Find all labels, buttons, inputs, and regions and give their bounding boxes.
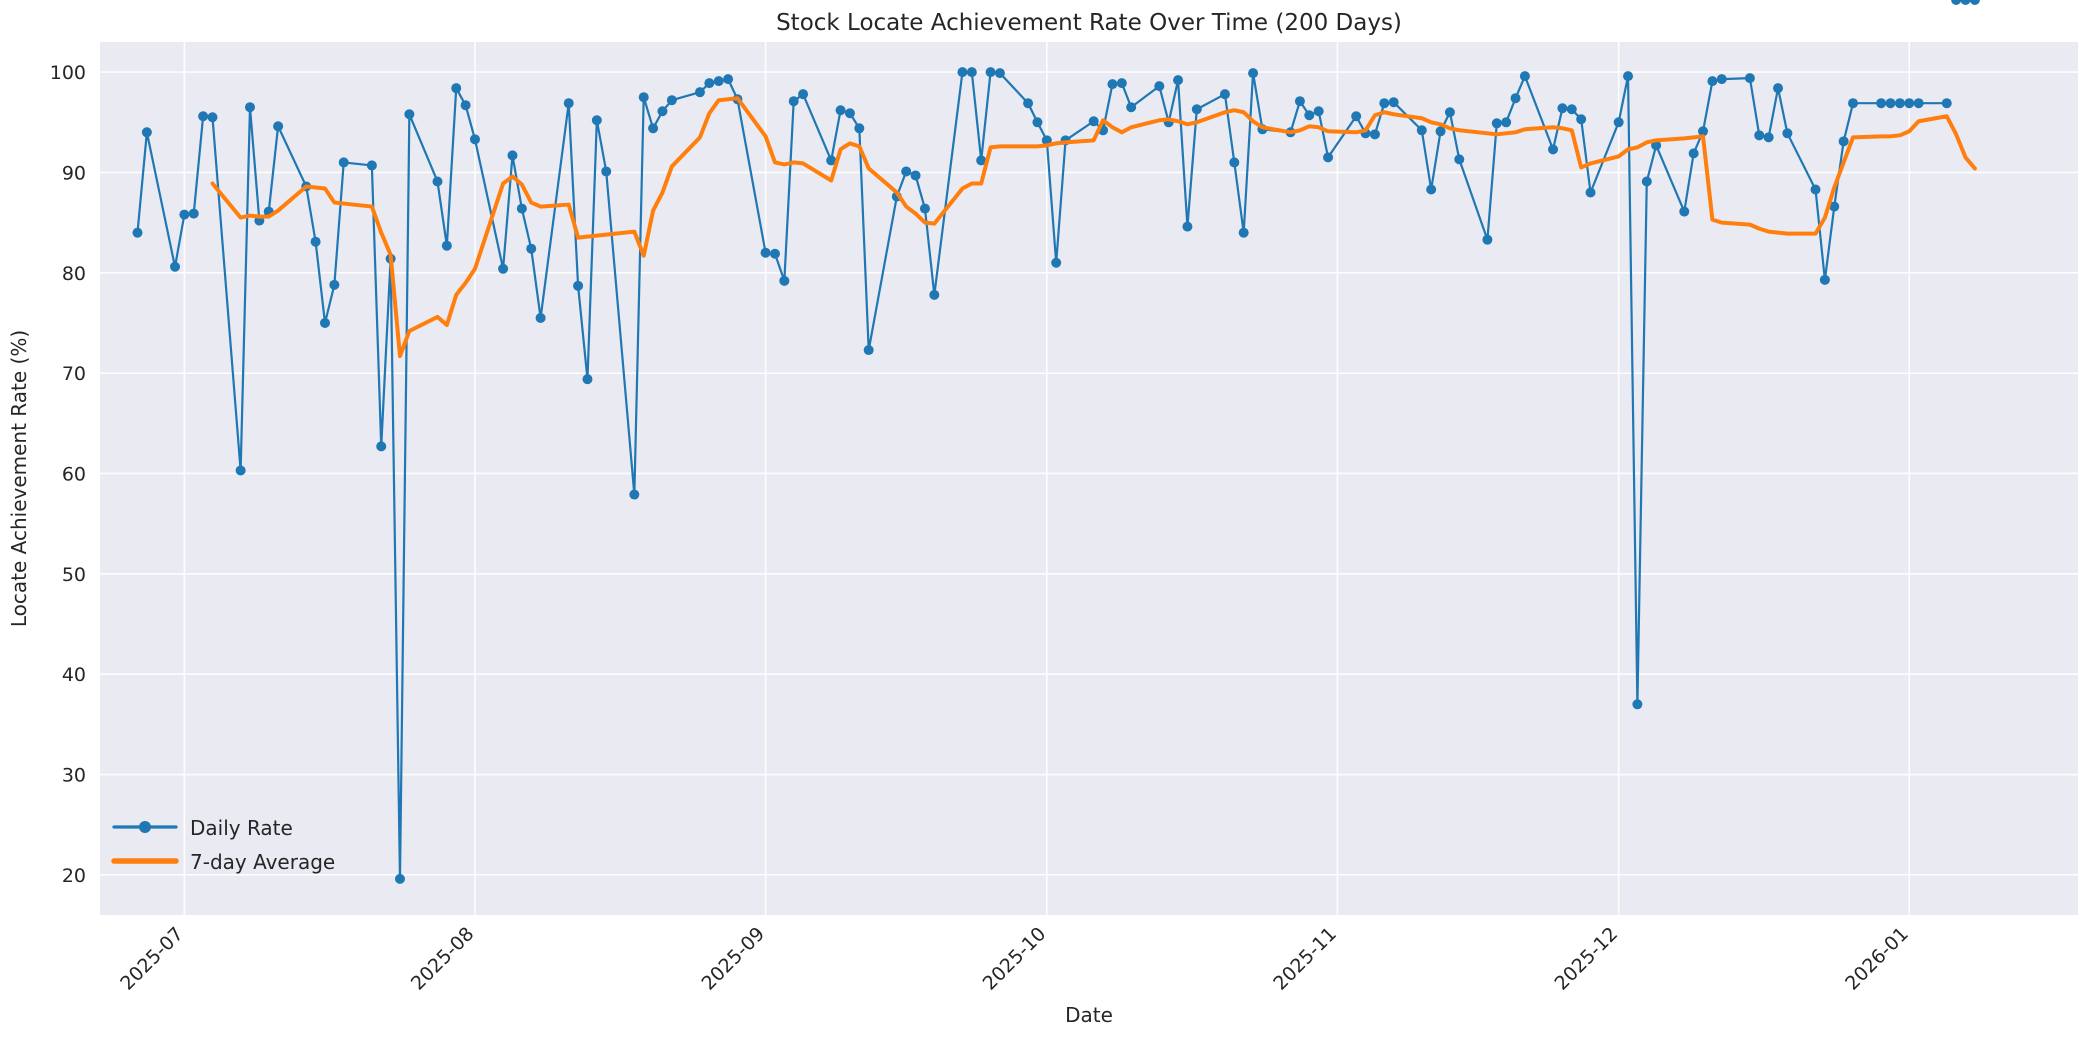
chart-legend[interactable]: Daily Rate 7-day Average <box>111 816 335 874</box>
y-tick-label: 100 <box>50 62 86 84</box>
y-tick-label: 50 <box>62 564 86 586</box>
y-tick-label: 80 <box>62 263 86 285</box>
y-tick-label: 30 <box>62 765 86 787</box>
legend-item-seven-day-average[interactable]: 7-day Average <box>111 850 335 874</box>
gridlines <box>100 42 2078 915</box>
y-tick-label: 70 <box>62 363 86 385</box>
legend-item-daily-rate[interactable]: Daily Rate <box>112 816 293 840</box>
chart-title: Stock Locate Achievement Rate Over Time … <box>776 10 1402 36</box>
data-series-layer <box>132 0 1980 884</box>
y-tick-label: 60 <box>62 463 86 485</box>
legend-label: 7-day Average <box>190 850 335 874</box>
series-daily-rate <box>132 0 1980 884</box>
y-tick-label: 40 <box>62 664 86 686</box>
legend-marker <box>139 821 151 833</box>
plot-area-background <box>100 42 2078 915</box>
x-axis-title: Date <box>1065 1003 1113 1027</box>
y-tick-label: 90 <box>62 162 86 184</box>
y-axis-tick-labels: 100 90 80 70 60 50 40 30 20 <box>50 62 86 887</box>
y-axis-title: Locate Achievement Rate (%) <box>7 330 31 627</box>
y-tick-label: 20 <box>62 865 86 887</box>
legend-label: Daily Rate <box>190 816 293 840</box>
series-seven-day-average <box>210 96 1977 359</box>
